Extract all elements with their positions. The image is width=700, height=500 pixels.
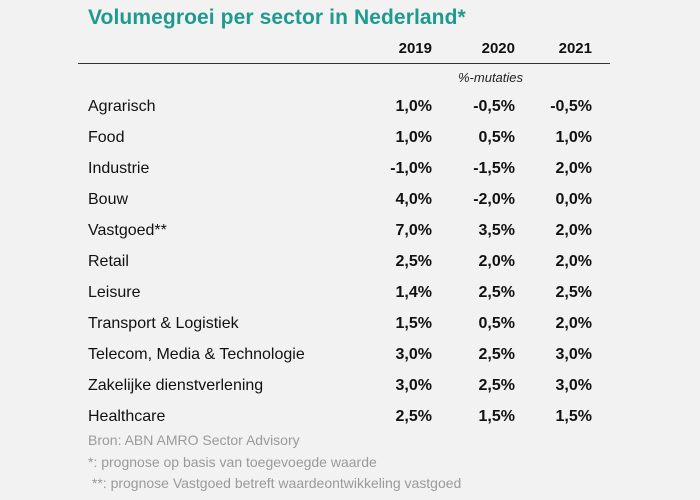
table-row: Food 1,0% 0,5% 1,0% (78, 127, 618, 153)
value-2019: 2,5% (395, 408, 432, 425)
table-row: Telecom, Media & Technologie 3,0% 2,5% 3… (78, 344, 618, 370)
value-2021: 2,0% (555, 160, 592, 177)
value-2019: 1,5% (395, 315, 432, 332)
sector-label: Retail (88, 253, 129, 270)
page-title: Volumegroei per sector in Nederland* (88, 6, 466, 29)
value-2019: 1,4% (395, 284, 432, 301)
sector-label: Bouw (88, 191, 129, 208)
table-row: Transport & Logistiek 1,5% 0,5% 2,0% (78, 313, 618, 339)
value-2021: 2,0% (555, 315, 592, 332)
value-2021: 0,0% (555, 191, 592, 208)
value-2021: 2,0% (555, 253, 592, 270)
value-2021: 3,0% (555, 346, 592, 363)
value-2019: 1,0% (395, 98, 432, 115)
table-row: Bouw 4,0% -2,0% 0,0% (78, 189, 618, 215)
value-2020: 2,5% (478, 346, 515, 363)
value-2020: 0,5% (478, 315, 515, 332)
value-2021: -0,5% (550, 98, 592, 115)
year-header-2019: 2019 (398, 40, 432, 57)
value-2019: 4,0% (395, 191, 432, 208)
value-2019: 3,0% (395, 377, 432, 394)
header-divider (78, 63, 610, 64)
value-2020: 0,5% (478, 129, 515, 146)
value-2020: -0,5% (473, 98, 515, 115)
table-row: Agrarisch 1,0% -0,5% -0,5% (78, 96, 618, 122)
table-header-row: 2019 2020 2021 (78, 40, 618, 64)
value-2019: -1,0% (390, 160, 432, 177)
source-note: Bron: ABN AMRO Sector Advisory (88, 432, 300, 448)
value-2021: 1,5% (555, 408, 592, 425)
value-2019: 1,0% (395, 129, 432, 146)
sector-label: Telecom, Media & Technologie (88, 346, 305, 363)
sector-label: Vastgoed** (88, 222, 167, 239)
footnote-2: **: prognose Vastgoed betreft waardeontw… (88, 475, 462, 491)
value-2021: 2,0% (555, 222, 592, 239)
sector-label: Agrarisch (88, 98, 156, 115)
value-2020: 3,5% (478, 222, 515, 239)
sector-growth-table-page: Volumegroei per sector in Nederland* 201… (78, 0, 618, 500)
year-header-2021: 2021 (558, 40, 592, 57)
year-header-2020: 2020 (481, 40, 515, 57)
sector-label: Zakelijke dienstverlening (88, 377, 264, 394)
value-2019: 7,0% (395, 222, 432, 239)
table-row: Zakelijke dienstverlening 3,0% 2,5% 3,0% (78, 375, 618, 401)
value-2020: 2,5% (478, 284, 515, 301)
footnote-1: *: prognose op basis van toegevoegde waa… (88, 454, 377, 470)
value-2020: 2,5% (478, 377, 515, 394)
table-row: Leisure 1,4% 2,5% 2,5% (78, 282, 618, 308)
sector-label: Food (88, 129, 125, 146)
value-2019: 2,5% (395, 253, 432, 270)
value-2020: 1,5% (478, 408, 515, 425)
table-row: Vastgoed** 7,0% 3,5% 2,0% (78, 220, 618, 246)
value-2020: -2,0% (473, 191, 515, 208)
value-2021: 1,0% (555, 129, 592, 146)
table-row: Industrie -1,0% -1,5% 2,0% (78, 158, 618, 184)
value-2020: -1,5% (473, 160, 515, 177)
value-2021: 2,5% (555, 284, 592, 301)
sector-label: Industrie (88, 160, 150, 177)
table-row: Retail 2,5% 2,0% 2,0% (78, 251, 618, 277)
unit-label: %-mutaties (458, 70, 524, 85)
sector-label: Healthcare (88, 408, 166, 425)
sector-label: Leisure (88, 284, 141, 301)
value-2021: 3,0% (555, 377, 592, 394)
value-2019: 3,0% (395, 346, 432, 363)
sector-label: Transport & Logistiek (88, 315, 239, 332)
table-row: Healthcare 2,5% 1,5% 1,5% (78, 406, 618, 432)
value-2020: 2,0% (478, 253, 515, 270)
